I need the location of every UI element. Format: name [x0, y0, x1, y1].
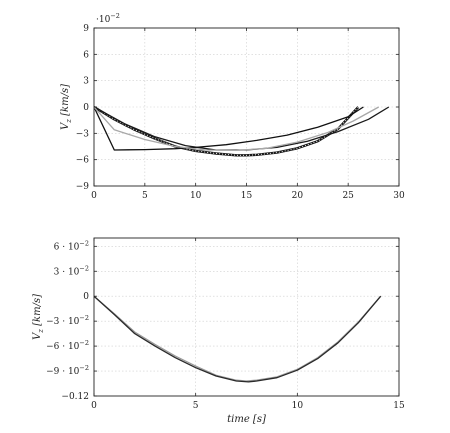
y-axis-label-subscript: z	[37, 329, 45, 334]
x-tick-label: 5	[142, 191, 148, 201]
bottom-chart: 0 5 10 15−0.12−9 · 10−2−6 · 10−2−3 · 10−203…	[32, 237, 405, 425]
y-tick-label: −9 · 10−2	[46, 364, 89, 377]
y-tick-label: 3	[83, 77, 89, 87]
y-tick-label: −3	[76, 129, 90, 139]
y-tick-label-base: −3 · 10	[46, 317, 80, 327]
x-tick-label: 0	[91, 401, 97, 411]
y-tick-label-base: 6 · 10	[54, 242, 80, 252]
top-chart: 0 5 10 15 20 25 30 −9 −6 −3 0 3 6 9 ·10−2 Vz [km/s]	[60, 12, 405, 201]
x-tick-label: 10	[190, 191, 202, 201]
y-scale-factor-exponent: −2	[110, 12, 120, 20]
x-axis-label: time [s]	[227, 414, 266, 425]
y-tick-label-base: 0	[83, 292, 89, 302]
y-tick-label: −9	[76, 182, 90, 192]
y-scale-factor: ·10−2	[96, 12, 120, 25]
series-line-2	[94, 106, 390, 151]
x-tick-label: 10	[292, 401, 304, 411]
y-tick-label: −6	[76, 156, 90, 166]
series-line-1	[94, 295, 382, 382]
y-axis-label-main: V	[32, 331, 43, 340]
y-tick-label-base: −9 · 10	[46, 367, 80, 377]
y-scale-factor-base: ·10	[96, 15, 111, 25]
x-tick-label: 30	[393, 191, 405, 201]
series-line-1-dots	[94, 106, 359, 156]
x-tick-label: 15	[393, 401, 405, 411]
plot-frame	[93, 237, 400, 397]
x-axis-label-unit: [s]	[253, 414, 266, 425]
y-axis-label-unit: [km/s]	[60, 84, 71, 119]
series-group	[94, 105, 390, 157]
y-axis-label-unit: [km/s]	[32, 294, 43, 329]
x-tick-label: 25	[342, 191, 354, 201]
x-tick-label: 20	[292, 191, 304, 201]
series-line-2	[94, 295, 382, 383]
y-tick-label-exponent: −2	[79, 239, 89, 247]
y-tick-label-base: 3 · 10	[54, 267, 80, 277]
y-tick-label: 0	[83, 292, 89, 302]
series-line-4	[94, 106, 380, 152]
y-tick-label: 0	[83, 103, 89, 113]
y-tick-label: 6 · 10−2	[54, 239, 89, 252]
series-group	[94, 295, 382, 383]
y-tick-label: 3 · 10−2	[54, 264, 89, 277]
y-tick-label: −0.12	[61, 392, 89, 402]
series-line-3	[94, 106, 364, 151]
x-tick-label: 15	[241, 191, 253, 201]
y-tick-label-base: −6 · 10	[46, 342, 80, 352]
y-axis-label: Vz [km/s]	[60, 84, 73, 130]
y-axis-label-main: V	[60, 121, 71, 130]
x-tick-label: 0	[91, 191, 97, 201]
y-axis-label-subscript: z	[65, 119, 73, 124]
y-tick-label: −6 · 10−2	[46, 339, 89, 352]
y-tick-label-exponent: −2	[79, 314, 89, 322]
y-tick-label: −3 · 10−2	[46, 314, 89, 327]
y-tick-label-exponent: −2	[79, 264, 89, 272]
x-axis-label-main: time	[227, 414, 253, 425]
y-tick-label: 9	[83, 24, 89, 34]
y-tick-label: 6	[83, 50, 89, 60]
y-tick-label-exponent: −2	[79, 339, 89, 347]
y-tick-label-exponent: −2	[79, 364, 89, 372]
y-axis-label: Vz [km/s]	[32, 294, 45, 340]
x-tick-label: 5	[193, 401, 199, 411]
y-tick-label-base: −0.12	[61, 392, 89, 402]
series-line-1	[94, 105, 360, 157]
